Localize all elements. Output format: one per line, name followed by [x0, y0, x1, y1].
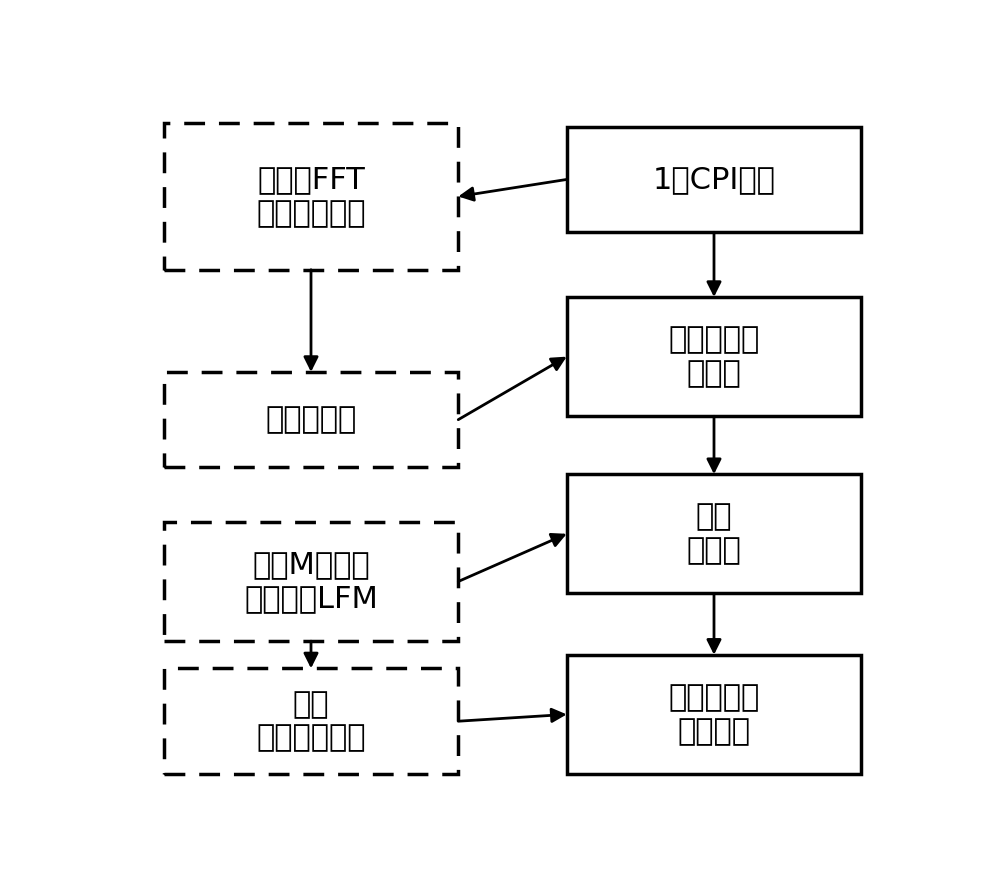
Bar	[164, 123, 458, 270]
Text: 调制
回波段: 调制 回波段	[687, 503, 741, 566]
Bar	[567, 655, 861, 774]
Bar	[567, 474, 861, 594]
Text: 截取受干扰
回波段: 截取受干扰 回波段	[668, 326, 760, 388]
Text: 调制
雷达发射信号: 调制 雷达发射信号	[256, 690, 366, 752]
Text: 设计M个不同
调频斜率LFM: 设计M个不同 调频斜率LFM	[244, 550, 378, 612]
Bar	[164, 372, 458, 467]
Bar	[164, 668, 458, 774]
Text: 脉冲压缩，
相参积累: 脉冲压缩， 相参积累	[668, 683, 760, 746]
Bar	[164, 522, 458, 641]
Bar	[567, 297, 861, 416]
Bar	[567, 127, 861, 232]
Text: 慢时间FFT
估计回波时延: 慢时间FFT 估计回波时延	[256, 165, 366, 227]
Text: 设置距离窗: 设置距离窗	[265, 405, 357, 435]
Text: 1个CPI回波: 1个CPI回波	[653, 165, 775, 194]
